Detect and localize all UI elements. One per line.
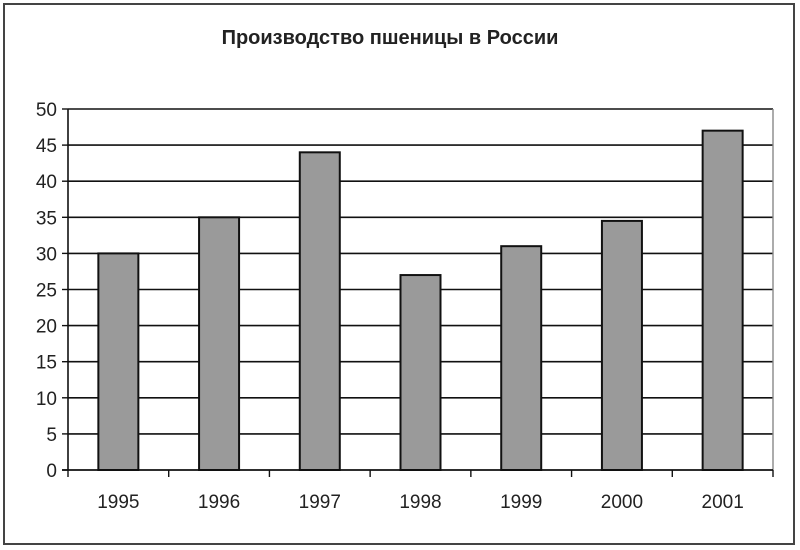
bar-1998: [399, 274, 442, 471]
bar-2001: [701, 129, 744, 471]
bar-1996: [198, 216, 241, 471]
x-tick-label: 2001: [702, 492, 744, 513]
x-tick-label: 1996: [198, 492, 240, 513]
y-tick-label: 0: [46, 461, 57, 482]
bar-1999: [500, 245, 543, 471]
grid-lines: [68, 108, 773, 435]
y-tick-label: 5: [46, 425, 57, 446]
chart-title: Производство пшеницы в России: [222, 27, 559, 49]
x-tick-labels: 1995 1996 1997 1998 1999 2000 2001: [97, 492, 744, 513]
x-tick-label: 2000: [601, 492, 643, 513]
bar-2000: [600, 219, 643, 471]
bar-1995: [97, 252, 140, 471]
y-tick-label: 15: [36, 353, 57, 374]
y-tick-label: 20: [36, 317, 57, 338]
y-tick-label: 25: [36, 281, 57, 302]
y-tick-label: 35: [36, 208, 57, 229]
y-tick-labels: 0 5 10 15 20 25 30 35 40 45 50: [36, 100, 57, 482]
axes: [62, 108, 774, 477]
bar-1997: [298, 151, 341, 471]
x-tick-label: 1998: [399, 492, 441, 513]
x-tick-label: 1995: [97, 492, 139, 513]
y-tick-label: 30: [36, 244, 57, 265]
y-tick-label: 45: [36, 136, 57, 157]
x-tick-label: 1999: [500, 492, 542, 513]
y-tick-label: 40: [36, 172, 57, 193]
y-tick-label: 10: [36, 389, 57, 410]
x-tick-label: 1997: [299, 492, 341, 513]
y-tick-label: 50: [36, 100, 57, 121]
